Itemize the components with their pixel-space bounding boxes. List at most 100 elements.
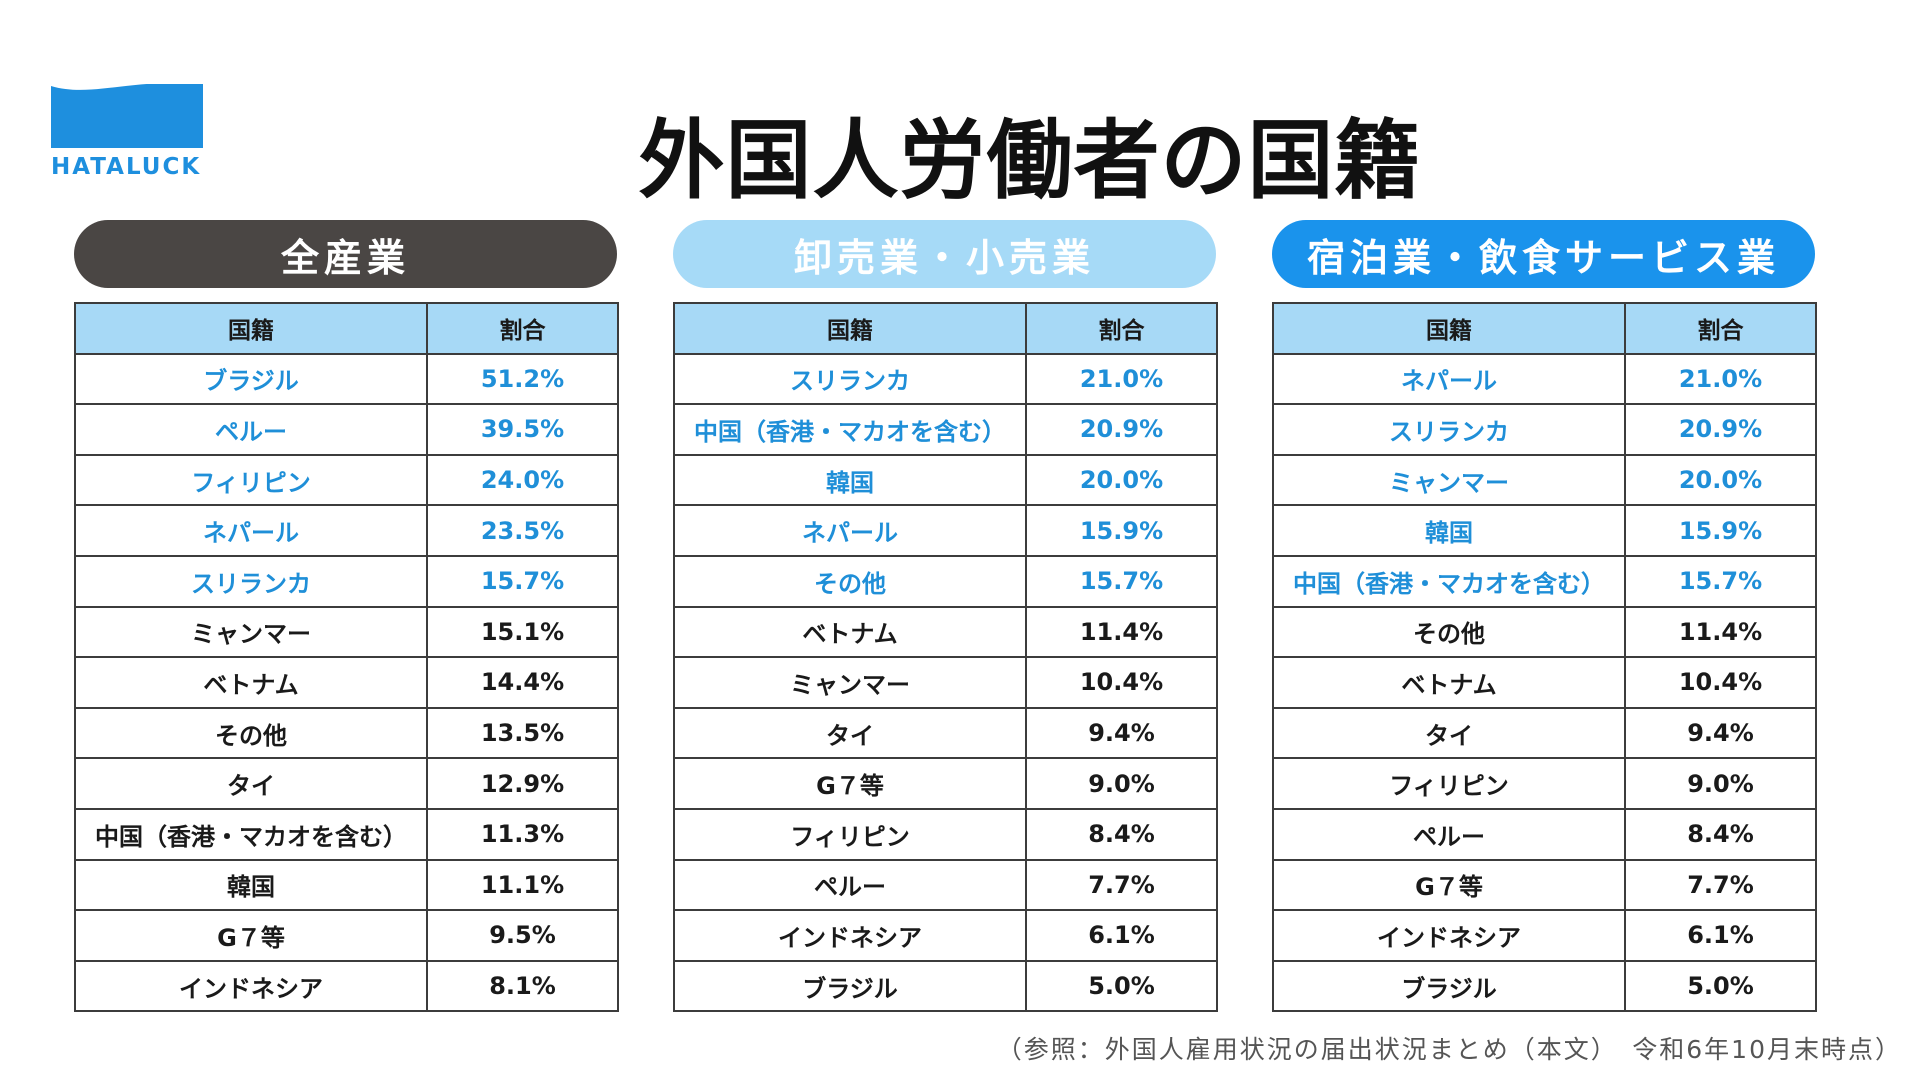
table-row: インドネシア 6.1%: [1272, 909, 1817, 962]
panel-accommodation-food: 宿泊業・飲食サービス業 国籍 割合 ネパール 21.0% スリランカ 20.9% ミャン…: [1272, 220, 1817, 1013]
table-row: スリランカ 20.9%: [1272, 403, 1817, 456]
country-cell: インドネシア: [673, 909, 1027, 962]
table-row: 中国（香港・マカオを含む） 20.9%: [673, 403, 1218, 456]
share-cell: 20.9%: [1025, 403, 1218, 456]
table-row: ネパール 23.5%: [74, 504, 619, 557]
table-row: インドネシア 8.1%: [74, 959, 619, 1013]
panel-heading: 宿泊業・飲食サービス業: [1272, 220, 1815, 288]
country-cell: フィリピン: [1272, 757, 1626, 810]
country-cell: G７等: [74, 909, 428, 962]
country-cell: ミャンマー: [1272, 453, 1626, 507]
table-row: タイ 12.9%: [74, 757, 619, 810]
country-cell: 韓国: [1272, 504, 1626, 557]
table-row: 中国（香港・マカオを含む） 11.3%: [74, 807, 619, 861]
panel-heading: 全産業: [74, 220, 617, 288]
column-header-country: 国籍: [74, 302, 428, 355]
country-cell: 韓国: [74, 858, 428, 912]
page-title: 外国人労働者の国籍: [638, 111, 1422, 211]
country-cell: その他: [74, 706, 428, 760]
table-header-row: 国籍 割合: [1272, 302, 1817, 355]
share-cell: 20.0%: [1025, 453, 1218, 507]
share-cell: 21.0%: [1624, 352, 1817, 406]
share-cell: 15.7%: [1624, 554, 1817, 608]
country-cell: 中国（香港・マカオを含む）: [1272, 554, 1626, 608]
column-header-share: 割合: [1624, 302, 1817, 355]
share-cell: 9.5%: [426, 909, 619, 962]
share-cell: 9.0%: [1025, 757, 1218, 810]
share-cell: 21.0%: [1025, 352, 1218, 406]
country-cell: ベトナム: [1272, 656, 1626, 709]
country-cell: スリランカ: [673, 352, 1027, 406]
table-row: ブラジル 5.0%: [673, 959, 1218, 1013]
share-cell: 15.7%: [1025, 554, 1218, 608]
share-cell: 9.4%: [1624, 706, 1817, 760]
share-cell: 9.0%: [1624, 757, 1817, 810]
table-row: フィリピン 24.0%: [74, 453, 619, 507]
country-cell: ベトナム: [74, 656, 428, 709]
table-row: ミャンマー 15.1%: [74, 605, 619, 659]
country-cell: ペルー: [673, 858, 1027, 912]
country-cell: ネパール: [673, 504, 1027, 557]
country-cell: ペルー: [1272, 807, 1626, 861]
nationality-table: 国籍 割合 ブラジル 51.2% ペルー 39.5% フィリピン 24.0% ネパール 23.…: [74, 302, 619, 1013]
table-row: その他 13.5%: [74, 706, 619, 760]
share-cell: 7.7%: [1025, 858, 1218, 912]
table-row: 韓国 11.1%: [74, 858, 619, 912]
table-row: 韓国 15.9%: [1272, 504, 1817, 557]
country-cell: その他: [673, 554, 1027, 608]
share-cell: 11.4%: [1025, 605, 1218, 659]
logo-text: HATALUCK: [51, 154, 202, 180]
table-row: G７等 9.5%: [74, 909, 619, 962]
nationality-table: 国籍 割合 スリランカ 21.0% 中国（香港・マカオを含む） 20.9% 韓国 20.0…: [673, 302, 1218, 1013]
table-row: 韓国 20.0%: [673, 453, 1218, 507]
table-row: タイ 9.4%: [1272, 706, 1817, 760]
logo: HATALUCK: [51, 84, 207, 184]
table-row: ネパール 15.9%: [673, 504, 1218, 557]
table-row: インドネシア 6.1%: [673, 909, 1218, 962]
panel-wholesale-retail: 卸売業・小売業 国籍 割合 スリランカ 21.0% 中国（香港・マカオを含む） 20.…: [673, 220, 1218, 1013]
table-row: ペルー 7.7%: [673, 858, 1218, 912]
country-cell: タイ: [74, 757, 428, 810]
table-header-row: 国籍 割合: [74, 302, 619, 355]
country-cell: ネパール: [1272, 352, 1626, 406]
panel-all-industries: 全産業 国籍 割合 ブラジル 51.2% ペルー 39.5% フィリピン 24.0% ネパー…: [74, 220, 619, 1013]
country-cell: ミャンマー: [673, 656, 1027, 709]
share-cell: 8.4%: [1624, 807, 1817, 861]
country-cell: インドネシア: [74, 959, 428, 1013]
country-cell: ミャンマー: [74, 605, 428, 659]
table-row: タイ 9.4%: [673, 706, 1218, 760]
table-row: 中国（香港・マカオを含む） 15.7%: [1272, 554, 1817, 608]
share-cell: 15.9%: [1025, 504, 1218, 557]
table-row: ブラジル 5.0%: [1272, 959, 1817, 1013]
column-header-share: 割合: [1025, 302, 1218, 355]
share-cell: 5.0%: [1624, 959, 1817, 1013]
country-cell: G７等: [1272, 858, 1626, 912]
country-cell: ブラジル: [1272, 959, 1626, 1013]
share-cell: 11.4%: [1624, 605, 1817, 659]
table-row: G７等 9.0%: [673, 757, 1218, 810]
share-cell: 24.0%: [426, 453, 619, 507]
country-cell: タイ: [673, 706, 1027, 760]
country-cell: ブラジル: [673, 959, 1027, 1013]
share-cell: 23.5%: [426, 504, 619, 557]
share-cell: 39.5%: [426, 403, 619, 456]
country-cell: G７等: [673, 757, 1027, 810]
table-row: その他 15.7%: [673, 554, 1218, 608]
nationality-table: 国籍 割合 ネパール 21.0% スリランカ 20.9% ミャンマー 20.0% 韓国 15.…: [1272, 302, 1817, 1013]
column-header-country: 国籍: [1272, 302, 1626, 355]
country-cell: インドネシア: [1272, 909, 1626, 962]
country-cell: ペルー: [74, 403, 428, 456]
country-cell: ベトナム: [673, 605, 1027, 659]
table-row: ベトナム 14.4%: [74, 656, 619, 709]
table-row: ベトナム 10.4%: [1272, 656, 1817, 709]
table-row: ペルー 39.5%: [74, 403, 619, 456]
share-cell: 12.9%: [426, 757, 619, 810]
country-cell: ブラジル: [74, 352, 428, 406]
source-note: （参照：外国人雇用状況の届出状況まとめ（本文） 令和6年10月末時点）: [996, 1035, 1902, 1064]
table-row: スリランカ 21.0%: [673, 352, 1218, 406]
share-cell: 11.3%: [426, 807, 619, 861]
table-row: ブラジル 51.2%: [74, 352, 619, 406]
share-cell: 15.7%: [426, 554, 619, 608]
country-cell: ネパール: [74, 504, 428, 557]
share-cell: 5.0%: [1025, 959, 1218, 1013]
